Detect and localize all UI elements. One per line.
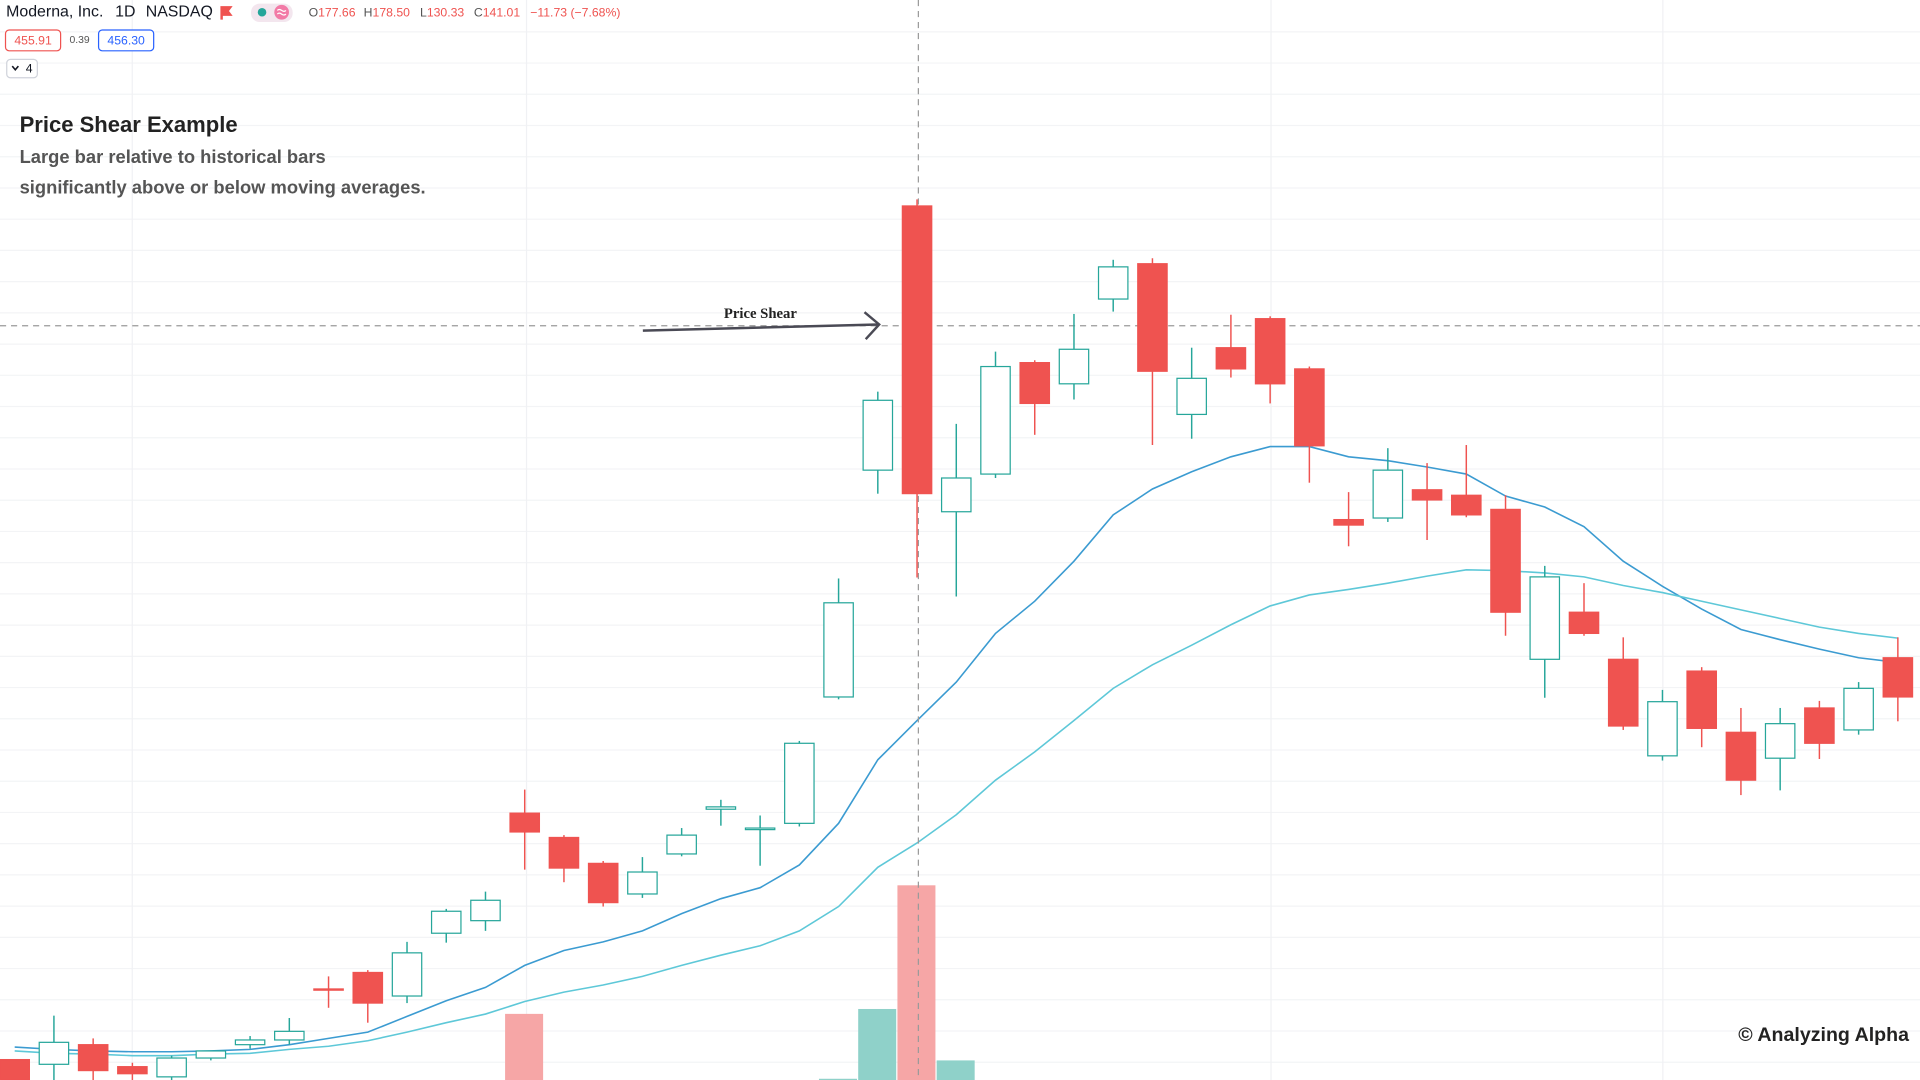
candle-body bbox=[234, 1039, 266, 1046]
ask[interactable]: 456.30 bbox=[107, 33, 145, 47]
chart-subtitle: Large bar relative to historical bars bbox=[20, 146, 326, 167]
candle-body bbox=[862, 399, 894, 471]
candle-body bbox=[1137, 263, 1168, 372]
watermark: © Analyzing Alpha bbox=[1738, 1024, 1910, 1046]
candle-body bbox=[1333, 518, 1364, 526]
candle-body bbox=[352, 971, 384, 1004]
moving-average-line bbox=[14, 445, 1898, 1053]
candle-body bbox=[980, 365, 1011, 475]
candle-body bbox=[1843, 687, 1874, 731]
ohlc-key: C bbox=[474, 6, 483, 20]
chart-subtitle: significantly above or below moving aver… bbox=[20, 176, 426, 197]
ohlc-value: 178.50 bbox=[373, 6, 411, 20]
ohlc-value: 177.66 bbox=[318, 6, 356, 20]
candle-body bbox=[1764, 723, 1796, 759]
flag-icon[interactable] bbox=[220, 6, 233, 20]
candle-body bbox=[274, 1030, 305, 1041]
indicator-count: 4 bbox=[26, 61, 33, 75]
candle-body bbox=[470, 899, 501, 922]
candle-body bbox=[391, 952, 423, 997]
ohlc-high: H178.50 bbox=[364, 6, 410, 20]
status-icon bbox=[274, 4, 289, 20]
change: −11.73 (−7.68%) bbox=[530, 6, 620, 20]
bid-box[interactable] bbox=[4, 29, 62, 52]
volume-bar bbox=[936, 1060, 975, 1080]
candle-body bbox=[1450, 494, 1482, 516]
candle-body bbox=[823, 602, 854, 698]
candle-body bbox=[1254, 318, 1286, 385]
moving-averages bbox=[14, 445, 1898, 1057]
ohlc-value: 130.33 bbox=[427, 6, 465, 20]
candle-body bbox=[1529, 576, 1561, 660]
candle-body bbox=[430, 910, 462, 934]
ohlc-key: O bbox=[309, 6, 319, 20]
annotation-arrowhead bbox=[863, 311, 881, 341]
candle-body bbox=[1097, 266, 1129, 300]
annotation-label: Price Shear bbox=[724, 306, 797, 322]
candle-body bbox=[1215, 347, 1247, 370]
ask-box[interactable] bbox=[97, 29, 155, 52]
ohlc-close: C141.01 bbox=[474, 6, 520, 20]
candle-body bbox=[195, 1050, 227, 1059]
bid[interactable]: 455.91 bbox=[14, 33, 52, 47]
candle-body bbox=[1294, 368, 1325, 447]
candle-body bbox=[1058, 348, 1090, 385]
exchange: NASDAQ bbox=[146, 3, 213, 20]
volume-pane bbox=[505, 885, 975, 1080]
ohlc-key: H bbox=[364, 6, 373, 20]
candle-body bbox=[1490, 508, 1521, 613]
ohlc-value: 141.01 bbox=[483, 6, 521, 20]
ohlc-key: L bbox=[420, 6, 427, 20]
candle-body bbox=[1019, 362, 1051, 405]
spread: 0.39 bbox=[69, 35, 89, 46]
candle-body bbox=[0, 1058, 30, 1080]
candle-body bbox=[940, 477, 972, 513]
candle-body bbox=[1568, 611, 1600, 635]
status-icon-glyph bbox=[276, 8, 287, 16]
ohlc-low: L130.33 bbox=[420, 6, 464, 20]
candle-body bbox=[509, 812, 541, 833]
symbol: Moderna, Inc. bbox=[6, 3, 103, 20]
candles bbox=[0, 199, 1914, 1080]
candle-body bbox=[1411, 489, 1443, 501]
chart-title: Price Shear Example bbox=[20, 112, 238, 137]
candle-body bbox=[1725, 731, 1757, 781]
candle-body bbox=[744, 827, 776, 831]
chevron-icon bbox=[11, 65, 19, 72]
candle-body bbox=[1804, 707, 1835, 744]
volume-bar bbox=[858, 1008, 897, 1080]
status-dot bbox=[257, 7, 267, 17]
candle-body bbox=[1372, 469, 1404, 519]
indicator-toggle[interactable] bbox=[6, 58, 38, 79]
candle-body bbox=[1647, 701, 1678, 757]
candle-body bbox=[901, 205, 933, 495]
candle-body bbox=[627, 871, 658, 895]
interval: 1D bbox=[115, 3, 135, 20]
volume-bar bbox=[897, 885, 936, 1080]
candle-body bbox=[705, 806, 737, 810]
candle-body bbox=[77, 1044, 109, 1072]
annotation-arrow bbox=[642, 323, 878, 332]
candle-body bbox=[1176, 377, 1207, 416]
candle-body bbox=[1607, 658, 1639, 727]
volume-bar bbox=[505, 1013, 544, 1080]
candle-body bbox=[587, 862, 619, 904]
volume-bar bbox=[818, 1078, 857, 1080]
candle-body bbox=[38, 1041, 70, 1065]
candle-body bbox=[117, 1066, 148, 1075]
candle-body bbox=[1882, 657, 1914, 698]
ohlc-open: O177.66 bbox=[309, 6, 356, 20]
candle-body bbox=[156, 1057, 187, 1078]
moving-average-line bbox=[14, 569, 1898, 1057]
candle-body bbox=[313, 988, 344, 991]
candle-body bbox=[666, 834, 697, 855]
candle-body bbox=[548, 836, 580, 869]
candle-body bbox=[784, 742, 815, 824]
candle-body bbox=[1686, 670, 1718, 729]
